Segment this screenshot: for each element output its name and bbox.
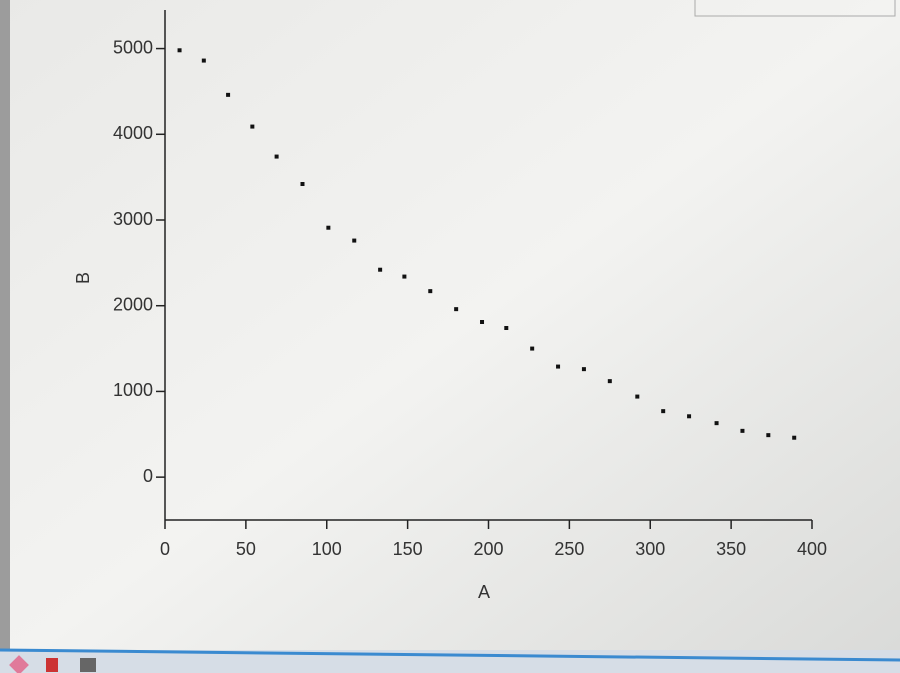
window-edge bbox=[0, 0, 10, 650]
x-tick-label: 350 bbox=[716, 539, 746, 559]
point bbox=[201, 58, 206, 63]
taskbar-icon[interactable] bbox=[46, 658, 58, 672]
y-tick-label: 3000 bbox=[113, 209, 153, 229]
point bbox=[428, 289, 433, 294]
point bbox=[581, 367, 586, 372]
y-tick-label: 4000 bbox=[113, 123, 153, 143]
point bbox=[274, 154, 279, 159]
y-axis-label: B bbox=[73, 272, 93, 284]
point bbox=[177, 48, 182, 53]
x-tick-label: 0 bbox=[160, 539, 170, 559]
x-tick-label: 250 bbox=[554, 539, 584, 559]
point bbox=[402, 274, 407, 279]
taskbar-icon[interactable] bbox=[80, 658, 96, 672]
x-tick-label: 100 bbox=[312, 539, 342, 559]
point bbox=[714, 421, 719, 426]
point bbox=[326, 225, 331, 230]
x-axis-label: A bbox=[478, 582, 490, 602]
point bbox=[740, 428, 745, 433]
y-tick-label: 2000 bbox=[113, 294, 153, 314]
x-tick-label: 200 bbox=[473, 539, 503, 559]
y-tick-label: 5000 bbox=[113, 37, 153, 57]
point bbox=[250, 124, 255, 129]
x-tick-label: 400 bbox=[797, 539, 827, 559]
taskbar-edge bbox=[0, 648, 900, 662]
corner-box bbox=[694, 0, 896, 17]
point bbox=[766, 433, 771, 438]
y-tick-label: 0 bbox=[143, 466, 153, 486]
x-tick-label: 150 bbox=[393, 539, 423, 559]
point bbox=[530, 346, 535, 351]
point bbox=[480, 320, 485, 324]
point bbox=[504, 326, 509, 330]
point bbox=[556, 364, 561, 369]
point bbox=[454, 307, 459, 312]
point bbox=[661, 409, 666, 414]
point bbox=[792, 435, 797, 440]
point bbox=[378, 267, 383, 272]
point bbox=[687, 414, 692, 419]
y-tick-label: 1000 bbox=[113, 380, 153, 400]
x-tick-label: 50 bbox=[236, 539, 256, 559]
point bbox=[635, 394, 640, 399]
point bbox=[300, 182, 305, 186]
point bbox=[226, 92, 231, 97]
point bbox=[352, 238, 357, 243]
taskbar bbox=[0, 650, 900, 673]
point bbox=[607, 379, 612, 384]
x-tick-label: 300 bbox=[635, 539, 665, 559]
